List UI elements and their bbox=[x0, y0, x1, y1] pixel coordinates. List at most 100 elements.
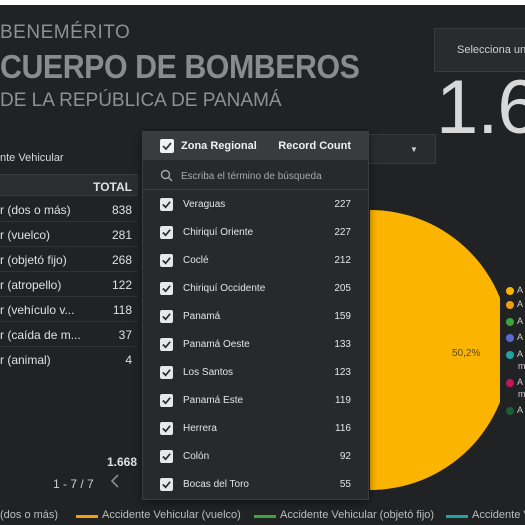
header-line-3: DE LA REPÚBLICA DE PANAMÁ bbox=[0, 90, 282, 111]
option-name: Panamá Oeste bbox=[183, 339, 250, 350]
option-name: Panamá bbox=[183, 311, 221, 322]
option-name: Chiriquí Oriente bbox=[183, 227, 254, 238]
dropdown-header: Zona Regional Record Count bbox=[143, 132, 368, 160]
pie-slice-label: 50,2% bbox=[452, 348, 480, 359]
column-count-header[interactable]: Record Count bbox=[278, 140, 351, 152]
pie-chart: 50,2% bbox=[300, 200, 510, 500]
legend-swatch bbox=[506, 350, 514, 359]
checkbox[interactable] bbox=[160, 478, 173, 491]
legend-item[interactable]: A bbox=[506, 349, 525, 363]
legend-swatch bbox=[506, 333, 514, 342]
checkbox[interactable] bbox=[160, 338, 173, 351]
row-label: r (atropello) bbox=[0, 278, 62, 292]
option-name: Herrera bbox=[183, 423, 217, 434]
table-row[interactable]: r (caída de m... 37 bbox=[0, 322, 138, 347]
dropdown-option[interactable]: Bocas del Toro 55 bbox=[143, 471, 368, 499]
top-strip bbox=[0, 0, 525, 5]
total-column-header[interactable]: TOTAL bbox=[93, 180, 132, 194]
row-value: 281 bbox=[111, 228, 132, 242]
legend-swatch bbox=[446, 515, 468, 518]
bottom-legend-item[interactable]: Accidente Vehicular (vuelco) bbox=[102, 509, 241, 521]
legend-item-wrap: m bbox=[518, 389, 525, 399]
legend-item[interactable]: A bbox=[506, 316, 525, 330]
table-row[interactable]: r (animal) 4 bbox=[0, 347, 138, 372]
option-name: Colón bbox=[183, 451, 210, 462]
checkbox[interactable] bbox=[160, 310, 173, 323]
legend-item[interactable]: A bbox=[506, 332, 525, 346]
dropdown-option[interactable]: Chiriquí Occidente 205 bbox=[143, 275, 368, 303]
dropdown-option[interactable]: Panamá 159 bbox=[143, 303, 368, 331]
checkbox[interactable] bbox=[160, 394, 173, 407]
checkbox[interactable] bbox=[160, 422, 173, 435]
checkbox[interactable] bbox=[160, 450, 173, 463]
legend-item[interactable]: A bbox=[506, 285, 525, 299]
checkbox[interactable] bbox=[160, 282, 173, 295]
legend-swatch bbox=[76, 515, 98, 518]
legend-item-wrap: m bbox=[518, 361, 525, 371]
option-count: 212 bbox=[334, 255, 351, 266]
header-line-1: BENEMÉRITO bbox=[0, 22, 131, 43]
selection-control[interactable]: Selecciona un bbox=[434, 28, 525, 72]
table-row[interactable]: r (dos o más) 838 bbox=[0, 197, 138, 222]
search-icon bbox=[160, 169, 173, 187]
caret-down-icon[interactable]: ▼ bbox=[410, 145, 418, 154]
table-header[interactable]: TOTAL bbox=[0, 174, 138, 196]
option-count: 119 bbox=[335, 395, 351, 406]
checkbox[interactable] bbox=[160, 198, 173, 211]
legend-item[interactable]: A bbox=[506, 377, 525, 391]
option-name: Veraguas bbox=[183, 199, 226, 210]
row-value: 4 bbox=[125, 353, 132, 367]
dropdown-option[interactable]: Los Santos 123 bbox=[143, 359, 368, 387]
legend-swatch bbox=[506, 317, 514, 326]
bottom-legend-item[interactable]: (dos o más) bbox=[0, 509, 59, 521]
chevron-left-icon[interactable] bbox=[110, 474, 120, 492]
dropdown-option[interactable]: Panamá Este 119 bbox=[143, 387, 368, 415]
bottom-legend-item[interactable]: Accidente Vehicular (objetó fijo) bbox=[280, 509, 435, 521]
row-label: r (dos o más) bbox=[0, 203, 71, 217]
bottom-legend-item[interactable]: Accidente V bbox=[472, 509, 525, 521]
dropdown-option[interactable]: Coclé 212 bbox=[143, 247, 368, 275]
column-name-header[interactable]: Zona Regional bbox=[181, 140, 257, 152]
option-count: 123 bbox=[334, 367, 351, 378]
bottom-legend: (dos o más) Accidente Vehicular (vuelco)… bbox=[0, 505, 525, 525]
legend-swatch bbox=[506, 286, 514, 295]
checkbox[interactable] bbox=[160, 254, 173, 267]
option-name: Los Santos bbox=[183, 367, 234, 378]
dropdown-option[interactable]: Colón 92 bbox=[143, 443, 368, 471]
row-value: 118 bbox=[112, 303, 132, 317]
row-label: r (vuelco) bbox=[0, 228, 51, 242]
header-title: CUERPO DE BOMBEROS bbox=[0, 48, 360, 85]
option-count: 159 bbox=[334, 311, 351, 322]
dropdown-option[interactable]: Panamá Oeste 133 bbox=[143, 331, 368, 359]
table-row[interactable]: r (objetó fijo) 268 bbox=[0, 247, 138, 272]
legend-item[interactable]: A bbox=[506, 405, 525, 419]
option-name: Bocas del Toro bbox=[183, 479, 249, 490]
search-input[interactable] bbox=[181, 167, 356, 185]
option-count: 205 bbox=[334, 283, 351, 294]
scorecard-value: 1.6 bbox=[436, 65, 525, 150]
select-all-checkbox[interactable] bbox=[160, 139, 174, 153]
dropdown-option[interactable]: Chiriquí Oriente 227 bbox=[143, 219, 368, 247]
option-count: 133 bbox=[334, 339, 351, 350]
option-name: Chiriquí Occidente bbox=[183, 283, 266, 294]
dropdown-option[interactable]: Herrera 116 bbox=[143, 415, 368, 443]
legend-item[interactable]: A bbox=[506, 299, 525, 313]
option-count: 92 bbox=[339, 451, 351, 462]
table-row[interactable]: r (vuelco) 281 bbox=[0, 222, 138, 247]
checkbox[interactable] bbox=[160, 366, 173, 379]
option-count: 116 bbox=[335, 423, 351, 434]
row-label: r (caída de m... bbox=[0, 328, 81, 342]
row-value: 838 bbox=[111, 203, 132, 217]
dropdown-option[interactable]: Veraguas 227 bbox=[143, 191, 368, 219]
pagination-text: 1 - 7 / 7 bbox=[53, 477, 94, 491]
zona-regional-dropdown: Zona Regional Record Count Veraguas 227 C… bbox=[142, 131, 369, 500]
table-row[interactable]: r (vehículo v... 118 bbox=[0, 297, 138, 322]
grand-total: 1.668 bbox=[107, 455, 138, 469]
row-label: r (vehículo v... bbox=[0, 303, 75, 317]
row-value: 37 bbox=[118, 328, 132, 342]
filter-control[interactable] bbox=[366, 134, 436, 164]
table-row[interactable]: r (atropello) 122 bbox=[0, 272, 138, 297]
checkbox[interactable] bbox=[160, 226, 173, 239]
table-title: nte Vehicular bbox=[0, 152, 64, 164]
legend-swatch bbox=[506, 378, 514, 387]
